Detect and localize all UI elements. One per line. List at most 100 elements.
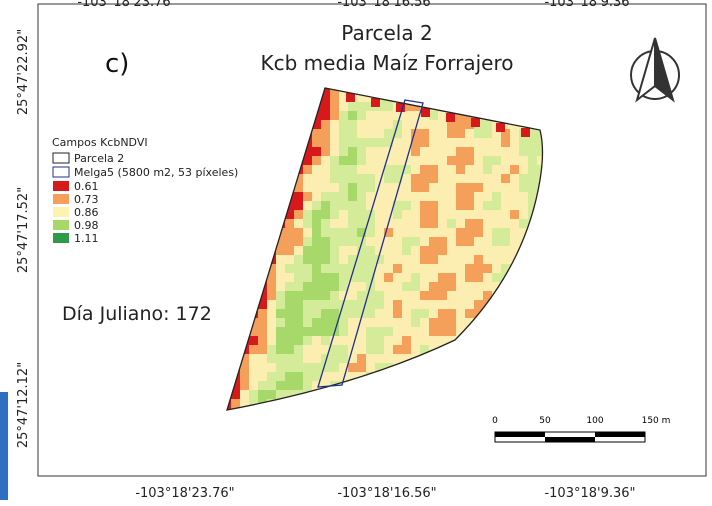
raster-pixel	[303, 363, 313, 373]
raster-pixel	[285, 264, 295, 274]
raster-pixel	[402, 111, 412, 121]
raster-pixel	[474, 264, 484, 274]
raster-pixel	[483, 192, 493, 202]
raster-pixel	[420, 192, 430, 202]
raster-pixel	[294, 210, 304, 220]
raster-pixel	[339, 192, 349, 202]
raster-pixel	[339, 147, 349, 157]
raster-pixel	[420, 174, 430, 184]
raster-pixel	[348, 174, 358, 184]
raster-pixel	[519, 219, 529, 229]
raster-pixel	[456, 174, 466, 184]
raster-pixel	[438, 273, 448, 283]
raster-pixel	[411, 228, 421, 238]
raster-pixel	[330, 372, 340, 382]
raster-pixel	[312, 228, 322, 238]
raster-pixel	[420, 129, 430, 139]
raster-pixel	[267, 390, 277, 400]
raster-pixel	[357, 336, 367, 346]
raster-pixel	[465, 228, 475, 238]
raster-pixel	[375, 282, 385, 292]
raster-pixel	[321, 336, 331, 346]
raster-pixel	[411, 318, 421, 328]
raster-pixel	[312, 174, 322, 184]
raster-pixel	[303, 255, 313, 265]
raster-pixel	[438, 183, 448, 193]
raster-pixel	[294, 246, 304, 256]
raster-pixel	[348, 246, 358, 256]
raster-pixel	[366, 309, 376, 319]
raster-pixel	[411, 345, 421, 355]
raster-pixel	[375, 219, 385, 229]
raster-pixel	[492, 192, 502, 202]
raster-pixel	[294, 300, 304, 310]
raster-pixel	[393, 309, 403, 319]
raster-pixel	[384, 255, 394, 265]
raster-pixel	[501, 210, 511, 220]
raster-pixel	[375, 201, 385, 211]
raster-pixel	[330, 201, 340, 211]
raster-pixel	[366, 111, 376, 121]
raster-pixel	[357, 120, 367, 130]
raster-pixel	[303, 228, 313, 238]
raster-pixel	[285, 318, 295, 328]
raster-pixel	[519, 183, 529, 193]
raster-pixel	[447, 255, 457, 265]
raster-pixel	[384, 354, 394, 364]
raster-pixel	[339, 246, 349, 256]
raster-pixel	[330, 138, 340, 148]
raster-pixel	[375, 120, 385, 130]
raster-pixel	[501, 228, 511, 238]
raster-pixel	[474, 255, 484, 265]
legend-title: Campos KcbNDVI	[52, 136, 148, 149]
raster-pixel	[402, 201, 412, 211]
raster-pixel	[258, 363, 268, 373]
raster-pixel	[474, 237, 484, 247]
raster-pixel	[384, 246, 394, 256]
raster-pixel	[303, 372, 313, 382]
raster-pixel	[456, 291, 466, 301]
raster-pixel	[321, 183, 331, 193]
raster-pixel	[447, 210, 457, 220]
raster-pixel	[303, 381, 313, 391]
raster-pixel	[483, 282, 493, 292]
raster-pixel	[375, 210, 385, 220]
legend-label: 1.11	[74, 232, 99, 245]
raster-pixel	[330, 255, 340, 265]
top-coordinate: -103°18'23.76"	[77, 0, 176, 10]
raster-pixel	[267, 372, 277, 382]
raster-pixel	[474, 228, 484, 238]
raster-pixel	[330, 210, 340, 220]
raster-pixel	[321, 174, 331, 184]
raster-pixel	[366, 363, 376, 373]
raster-pixel	[501, 201, 511, 211]
scale-label: 0	[492, 416, 498, 426]
raster-pixel	[501, 183, 511, 193]
raster-pixel	[429, 327, 439, 337]
raster-pixel	[294, 273, 304, 283]
raster-pixel	[267, 282, 277, 292]
raster-pixel	[501, 246, 511, 256]
raster-pixel	[402, 174, 412, 184]
raster-pixel	[483, 228, 493, 238]
raster-pixel	[456, 255, 466, 265]
raster-pixel	[348, 120, 358, 130]
raster-pixel	[285, 282, 295, 292]
raster-pixel	[348, 291, 358, 301]
raster-pixel	[438, 165, 448, 175]
raster-pixel	[285, 255, 295, 265]
raster-pixel	[303, 300, 313, 310]
raster-pixel	[402, 273, 412, 283]
raster-pixel	[465, 147, 475, 157]
raster-pixel	[321, 246, 331, 256]
raster-pixel	[321, 282, 331, 292]
raster-pixel	[438, 192, 448, 202]
raster-pixel	[447, 165, 457, 175]
raster-pixel	[348, 129, 358, 139]
raster-pixel	[429, 318, 439, 328]
raster-pixel	[294, 255, 304, 265]
raster-pixel	[339, 102, 349, 112]
raster-pixel	[339, 327, 349, 337]
raster-pixel	[420, 336, 430, 346]
raster-pixel	[402, 300, 412, 310]
